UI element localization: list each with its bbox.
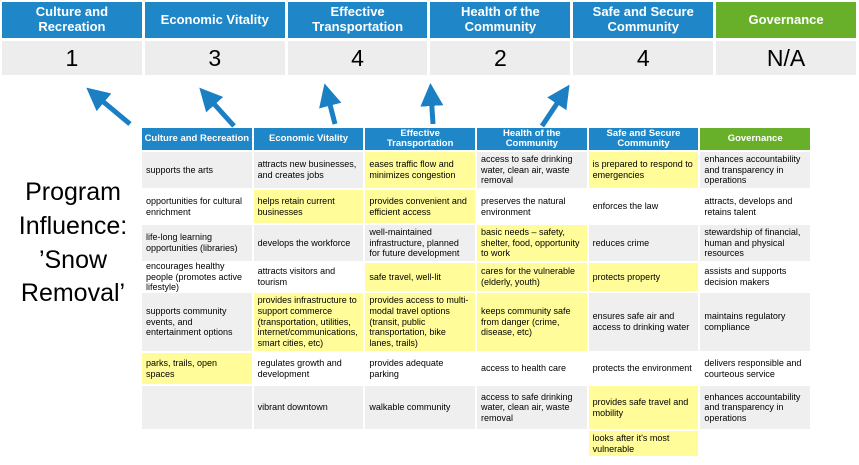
- matrix-cell: is prepared to respond to emergencies: [588, 152, 699, 188]
- pillar-culture-recreation: Culture and Recreation: [2, 2, 142, 38]
- matrix-cell: provides safe travel and mobility: [588, 386, 699, 429]
- matrix-cell: [253, 431, 364, 456]
- matrix-cell: walkable community: [365, 386, 475, 429]
- matrix-cell: reduces crime: [588, 225, 699, 261]
- matrix-cell: looks after it's most vulnerable: [588, 431, 699, 456]
- matrix-cell: life-long learning opportunities (librar…: [142, 225, 252, 261]
- matrix-cell: protects property: [588, 263, 699, 291]
- matrix-cell: helps retain current businesses: [253, 190, 364, 223]
- pillar-safe-secure-community: Safe and Secure Community: [573, 2, 714, 38]
- matrix-cell: supports community events, and entertain…: [142, 293, 252, 351]
- matrix-cell: opportunities for cultural enrichment: [142, 190, 252, 223]
- program-title: Program Influence: ’Snow Removal’: [18, 178, 128, 308]
- pillar-health-community: Health of the Community: [430, 2, 571, 38]
- matrix-cell: encourages healthy people (promotes acti…: [142, 261, 252, 292]
- matrix-cell: protects the environment: [588, 353, 699, 384]
- matrix-cell: provides access to multi-modal travel op…: [365, 293, 475, 351]
- matrix-cell: eases traffic flow and minimizes congest…: [365, 152, 475, 188]
- score-band: 1 3 4 2 4 N/A: [2, 41, 856, 75]
- score-governance: N/A: [716, 41, 856, 75]
- matrix-cell: delivers responsible and courteous servi…: [700, 353, 810, 384]
- matrix-cell: safe travel, well-lit: [365, 263, 475, 291]
- pillar-governance: Governance: [716, 2, 856, 38]
- matrix-cell: stewardship of financial, human and phys…: [700, 225, 810, 261]
- matrix-cell: vibrant downtown: [253, 386, 364, 429]
- matrix-cell: parks, trails, open spaces: [142, 353, 252, 384]
- matrix-cell: attracts, develops and retains talent: [700, 190, 810, 223]
- matrix-cell: access to safe drinking water, clean air…: [476, 386, 587, 429]
- matrix-cell: develops the workforce: [253, 225, 364, 261]
- matrix-cell: access to safe drinking water, clean air…: [476, 152, 587, 188]
- matrix-cell: assists and supports decision makers: [700, 263, 810, 291]
- pillar-band: Culture and Recreation Economic Vitality…: [2, 2, 856, 38]
- influence-arrows-icon: [86, 83, 570, 128]
- matrix-cell: basic needs – safety, shelter, food, opp…: [476, 225, 587, 261]
- pillar-economic-vitality: Economic Vitality: [144, 2, 285, 38]
- score-safe-secure-community: 4: [573, 41, 714, 75]
- matrix-cell: [365, 431, 475, 456]
- matrix-cell: cares for the vulnerable (elderly, youth…: [476, 263, 587, 291]
- matrix-cell: regulates growth and development: [253, 353, 364, 384]
- score-economic-vitality: 3: [144, 41, 285, 75]
- score-culture-recreation: 1: [2, 41, 142, 75]
- matrix-cell: access to health care: [476, 353, 587, 384]
- matrix-cell: keeps community safe from danger (crime,…: [476, 293, 587, 351]
- matrix-cell: provides infrastructure to support comme…: [253, 293, 364, 351]
- matrix-cell: preserves the natural environment: [476, 190, 587, 223]
- pillar-effective-transportation: Effective Transportation: [287, 2, 428, 38]
- matrix-cell: enhances accountability and transparency…: [700, 386, 810, 429]
- matrix-cell: supports the arts: [142, 152, 252, 188]
- matrix-cell: ensures safe air and access to drinking …: [588, 293, 699, 351]
- matrix-cell: attracts visitors and tourism: [253, 263, 364, 291]
- matrix-cell: [700, 431, 810, 456]
- matrix-header: Governance: [700, 128, 810, 150]
- score-effective-transportation: 4: [287, 41, 428, 75]
- matrix-cell: well-maintained infrastructure, planned …: [365, 225, 475, 261]
- matrix-header: Economic Vitality: [253, 128, 364, 150]
- matrix-cell: [142, 386, 252, 429]
- matrix-cell: enhances accountability and transparency…: [700, 152, 810, 188]
- matrix-cell: maintains regulatory compliance: [700, 293, 810, 351]
- matrix-cell: enforces the law: [588, 190, 699, 223]
- matrix-cell: attracts new businesses, and creates job…: [253, 152, 364, 188]
- matrix-cell: provides adequate parking: [365, 353, 475, 384]
- matrix-header: Effective Transportation: [365, 128, 475, 150]
- influence-matrix: Culture and Recreation Economic Vitality E…: [142, 128, 810, 456]
- matrix-header: Culture and Recreation: [142, 128, 252, 150]
- matrix-cell: [476, 431, 587, 456]
- matrix-header: Health of the Community: [476, 128, 587, 150]
- matrix-cell: [142, 431, 252, 456]
- matrix-cell: provides convenient and efficient access: [365, 190, 475, 223]
- matrix-header: Safe and Secure Community: [588, 128, 699, 150]
- score-health-community: 2: [430, 41, 571, 75]
